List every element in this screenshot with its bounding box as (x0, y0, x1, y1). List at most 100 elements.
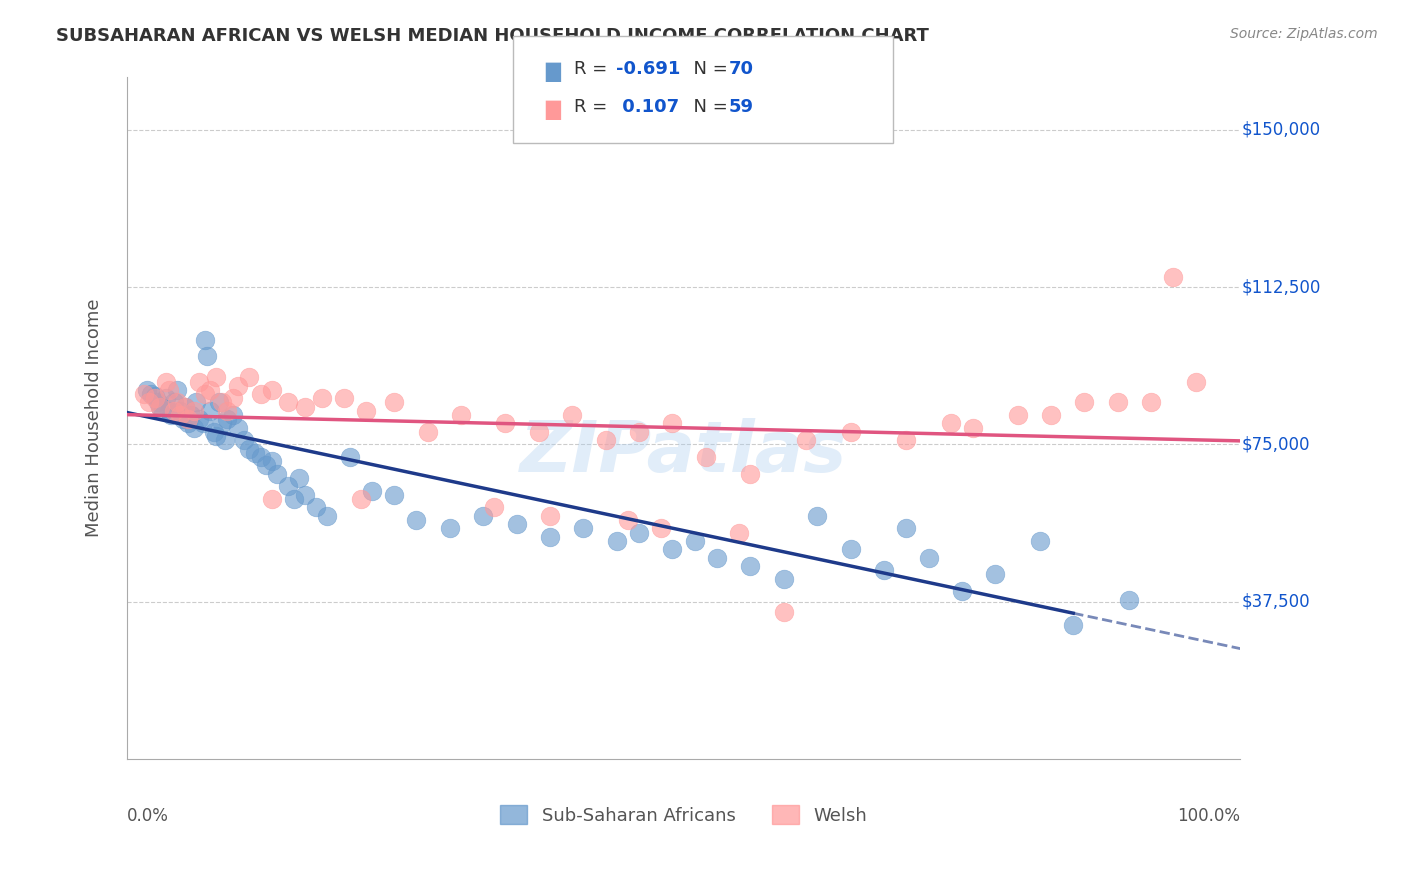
Point (249, 450, 271, 464)
Text: $37,500: $37,500 (1241, 592, 1310, 611)
Point (132, 387, 155, 401)
Point (166, 383, 188, 397)
Point (172, 412, 194, 426)
Text: R =: R = (574, 98, 613, 116)
Point (661, 417, 683, 431)
Point (839, 425, 862, 439)
Point (382, 488, 405, 502)
Point (617, 513, 640, 527)
Point (163, 395, 186, 409)
Point (294, 400, 316, 414)
Point (606, 533, 628, 548)
Point (305, 500, 328, 515)
Point (650, 521, 672, 535)
Point (333, 392, 356, 406)
Point (169, 408, 191, 422)
Point (1163, 269, 1185, 284)
Point (695, 450, 717, 464)
Point (200, 404, 222, 418)
Text: 70: 70 (728, 60, 754, 78)
Point (205, 429, 228, 443)
Text: $150,000: $150,000 (1241, 121, 1320, 139)
Point (628, 425, 651, 439)
Point (772, 572, 794, 586)
Point (226, 420, 249, 434)
Point (243, 446, 266, 460)
Point (505, 517, 527, 532)
Text: 59: 59 (728, 98, 754, 116)
Point (740, 559, 762, 574)
Point (839, 542, 862, 557)
Text: █: █ (546, 62, 561, 82)
Point (205, 370, 228, 384)
Point (311, 392, 333, 406)
Point (416, 425, 439, 439)
Point (962, 420, 984, 434)
Point (1029, 533, 1052, 548)
Point (188, 375, 211, 389)
Point (472, 508, 495, 523)
Point (260, 383, 283, 397)
Point (141, 387, 163, 401)
Point (896, 434, 918, 448)
Point (683, 533, 706, 548)
Point (1073, 395, 1095, 409)
Point (157, 383, 180, 397)
Point (728, 525, 751, 540)
Point (806, 508, 828, 523)
Point (339, 450, 361, 464)
Point (260, 491, 283, 506)
Legend: Sub-Saharan Africans, Welsh: Sub-Saharan Africans, Welsh (494, 798, 875, 831)
Point (217, 404, 239, 418)
Point (360, 483, 382, 498)
Point (183, 420, 205, 434)
Point (277, 479, 299, 493)
Point (984, 567, 1007, 582)
Text: 0.107: 0.107 (616, 98, 679, 116)
Point (896, 521, 918, 535)
Text: 100.0%: 100.0% (1177, 806, 1240, 825)
Point (538, 508, 561, 523)
Point (173, 400, 195, 414)
Point (249, 387, 271, 401)
Point (183, 404, 205, 418)
Point (211, 417, 233, 431)
Point (794, 434, 817, 448)
Point (232, 434, 254, 448)
Point (149, 400, 172, 414)
Point (1039, 408, 1062, 422)
Point (194, 333, 217, 347)
Point (572, 521, 595, 535)
Point (177, 417, 200, 431)
Point (494, 417, 516, 431)
Point (217, 412, 239, 426)
Point (283, 491, 305, 506)
Point (740, 467, 762, 481)
Text: $112,500: $112,500 (1241, 278, 1320, 296)
Point (191, 417, 214, 431)
Point (200, 383, 222, 397)
Text: SUBSAHARAN AFRICAN VS WELSH MEDIAN HOUSEHOLD INCOME CORRELATION CHART: SUBSAHARAN AFRICAN VS WELSH MEDIAN HOUSE… (56, 27, 929, 45)
Text: 0.0%: 0.0% (127, 806, 169, 825)
Point (405, 513, 427, 527)
Point (155, 375, 177, 389)
Point (157, 404, 180, 418)
Point (221, 408, 243, 422)
Point (1184, 375, 1206, 389)
Point (208, 395, 231, 409)
Point (155, 392, 177, 406)
Point (180, 408, 202, 422)
Point (595, 434, 617, 448)
Text: █: █ (546, 101, 561, 120)
Point (382, 395, 405, 409)
Point (152, 404, 174, 418)
Point (214, 434, 236, 448)
Point (350, 491, 373, 506)
Point (163, 404, 186, 418)
Point (138, 395, 160, 409)
Text: R =: R = (574, 60, 613, 78)
Point (538, 530, 561, 544)
Point (166, 395, 188, 409)
Point (439, 521, 461, 535)
Point (254, 458, 277, 473)
